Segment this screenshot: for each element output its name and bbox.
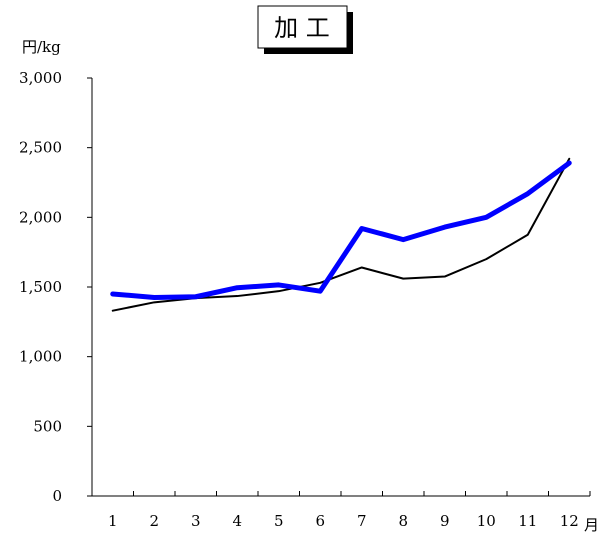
x-axis-unit-label: 月 xyxy=(584,516,599,534)
chart-title-box: 加 工 xyxy=(257,5,353,54)
y-axis-ticks: 0 500 1,000 1,500 2,000 2,500 3,000 xyxy=(19,69,92,505)
x-tick-label: 10 xyxy=(477,512,496,530)
x-tick-label: 4 xyxy=(232,512,242,530)
series-line-1 xyxy=(110,160,572,300)
x-axis-ticks: 1 2 3 4 5 6 7 8 9 10 11 12 xyxy=(91,491,591,530)
x-tick-label: 5 xyxy=(274,512,284,530)
x-tick-label: 2 xyxy=(149,512,159,530)
series-layer xyxy=(110,157,572,312)
x-tick-label: 11 xyxy=(518,512,537,530)
y-axis-unit-label: 円/kg xyxy=(22,38,61,56)
y-tick-label: 500 xyxy=(33,417,62,435)
series-line-2 xyxy=(111,157,571,312)
x-tick-label: 12 xyxy=(560,512,579,530)
x-tick-label: 6 xyxy=(315,512,325,530)
title-frame xyxy=(257,5,348,49)
y-tick-label: 1,500 xyxy=(19,278,62,296)
y-tick-label: 0 xyxy=(52,487,62,505)
x-tick-label: 1 xyxy=(108,512,118,530)
x-tick-label: 7 xyxy=(357,512,367,530)
x-tick-label: 3 xyxy=(191,512,201,530)
y-tick-label: 2,500 xyxy=(19,139,62,157)
x-tick-label: 8 xyxy=(398,512,408,530)
y-tick-label: 1,000 xyxy=(19,348,62,366)
x-tick-label: 9 xyxy=(440,512,450,530)
chart-title: 加 工 xyxy=(274,14,330,42)
y-tick-label: 2,000 xyxy=(19,208,62,226)
y-tick-label: 3,000 xyxy=(19,69,62,87)
